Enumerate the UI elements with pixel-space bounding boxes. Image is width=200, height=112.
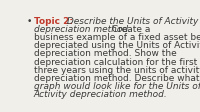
Text: depreciation method. Describe what the: depreciation method. Describe what the (34, 73, 200, 82)
Text: •: • (27, 17, 32, 26)
Text: depreciated using the Units of Activity: depreciated using the Units of Activity (34, 41, 200, 50)
Text: Describe the Units of Activity: Describe the Units of Activity (64, 17, 198, 26)
Text: depreciation calculation for the first: depreciation calculation for the first (34, 57, 197, 66)
Text: Activity depreciation method.: Activity depreciation method. (34, 89, 167, 98)
Text: business example of a fixed asset being: business example of a fixed asset being (34, 33, 200, 42)
Text: depreciation method.: depreciation method. (34, 25, 131, 34)
Text: Topic 2:: Topic 2: (34, 17, 73, 26)
Text: depreciation method. Show the: depreciation method. Show the (34, 49, 176, 58)
Text: three years using the units of activity: three years using the units of activity (34, 65, 200, 74)
Text: Create a: Create a (109, 25, 150, 34)
Text: graph would look like for the Units of: graph would look like for the Units of (34, 81, 200, 90)
